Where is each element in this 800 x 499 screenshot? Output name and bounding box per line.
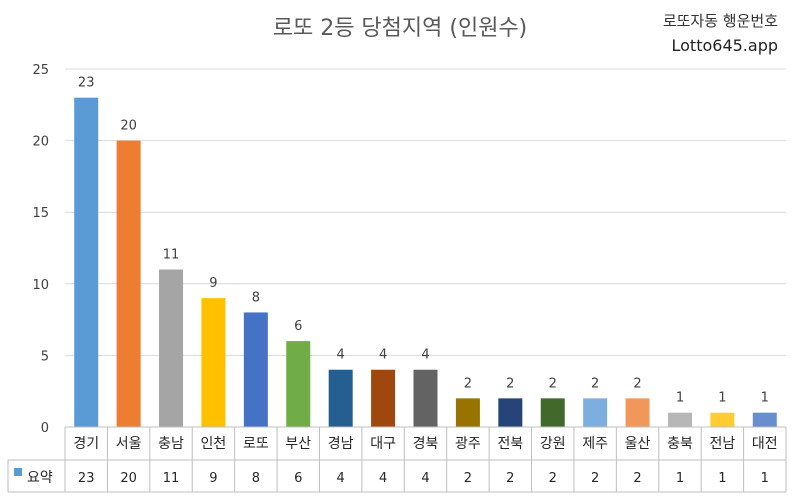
bar-경남 xyxy=(328,369,353,427)
table-value: 2 xyxy=(633,471,641,486)
legend-label: 요약 xyxy=(27,470,53,486)
category-label: 경북 xyxy=(413,436,439,452)
table-value: 4 xyxy=(421,471,429,486)
bar-대전 xyxy=(752,412,777,427)
table-value: 4 xyxy=(337,471,345,486)
category-label: 충남 xyxy=(158,436,184,452)
data-label: 4 xyxy=(379,348,387,363)
brand-url: Lotto645.app xyxy=(671,36,779,55)
data-label: 20 xyxy=(120,119,137,134)
category-label: 전북 xyxy=(497,436,523,452)
data-label: 9 xyxy=(209,276,217,291)
bar-울산 xyxy=(625,398,650,427)
y-axis: 0 5 10 15 20 25 xyxy=(32,63,49,436)
data-label: 1 xyxy=(718,391,726,406)
data-label: 11 xyxy=(163,247,180,262)
y-tick-label: 5 xyxy=(41,349,49,364)
table-value: 2 xyxy=(549,471,557,486)
category-label: 인천 xyxy=(201,436,227,452)
data-label: 2 xyxy=(591,376,599,391)
bar-부산 xyxy=(286,341,311,427)
table-value: 1 xyxy=(761,471,769,486)
category-label: 울산 xyxy=(625,436,651,452)
bar-강원 xyxy=(540,398,565,427)
y-tick-label: 15 xyxy=(32,206,49,221)
table-value: 1 xyxy=(676,471,684,486)
data-label: 1 xyxy=(676,391,684,406)
bar-경기 xyxy=(74,97,99,427)
bar-인천 xyxy=(201,298,226,427)
bars xyxy=(74,97,777,427)
bar-서울 xyxy=(116,140,141,427)
y-tick-label: 0 xyxy=(41,421,49,436)
table-value: 8 xyxy=(252,471,260,486)
table-value: 2 xyxy=(591,471,599,486)
bar-대구 xyxy=(371,369,396,427)
data-label: 2 xyxy=(633,376,641,391)
table-value: 2 xyxy=(464,471,472,486)
category-label: 광주 xyxy=(455,436,481,452)
table-value: 4 xyxy=(379,471,387,486)
legend-swatch xyxy=(14,468,22,476)
data-label: 2 xyxy=(549,376,557,391)
table-value: 1 xyxy=(718,471,726,486)
data-label: 2 xyxy=(464,376,472,391)
bar-충남 xyxy=(159,269,184,427)
category-label: 경기 xyxy=(73,436,99,452)
bar-제주 xyxy=(583,398,608,427)
category-label: 서울 xyxy=(116,436,142,452)
category-label: 전남 xyxy=(709,436,735,452)
category-label: 대전 xyxy=(752,436,778,452)
table-value: 6 xyxy=(294,471,302,486)
category-label: 대구 xyxy=(370,436,396,452)
bar-로또 xyxy=(243,312,268,427)
category-label: 로또 xyxy=(243,436,269,452)
data-label: 4 xyxy=(337,348,345,363)
category-label: 제주 xyxy=(582,436,608,452)
bar-전남 xyxy=(710,412,735,427)
y-tick-label: 10 xyxy=(32,278,49,293)
data-label: 23 xyxy=(78,76,95,91)
y-tick-label: 20 xyxy=(32,135,49,150)
data-label: 2 xyxy=(506,376,514,391)
bar-전북 xyxy=(498,398,523,427)
table-value: 23 xyxy=(78,471,95,486)
bar-충북 xyxy=(667,412,692,427)
bar-광주 xyxy=(455,398,480,427)
data-label: 6 xyxy=(294,319,302,334)
category-label: 충북 xyxy=(667,436,693,452)
category-label: 부산 xyxy=(285,436,311,452)
table-value: 11 xyxy=(163,471,180,486)
chart-title: 로또 2등 당첨지역 (인원수) xyxy=(272,16,528,41)
data-label: 4 xyxy=(421,348,429,363)
data-label: 1 xyxy=(761,391,769,406)
table-value: 9 xyxy=(209,471,217,486)
bar-경북 xyxy=(413,369,438,427)
category-label: 강원 xyxy=(540,436,566,452)
data-label: 8 xyxy=(252,290,260,305)
brand-name: 로또자동 행운번호 xyxy=(662,12,778,30)
table-value: 2 xyxy=(506,471,514,486)
table-value: 20 xyxy=(120,471,137,486)
data-table: 경기23서울20충남11인천9로또8부산6경남4대구4경북4광주2전북2강원2제… xyxy=(7,426,787,493)
y-tick-label: 25 xyxy=(32,63,49,78)
category-label: 경남 xyxy=(328,436,354,452)
